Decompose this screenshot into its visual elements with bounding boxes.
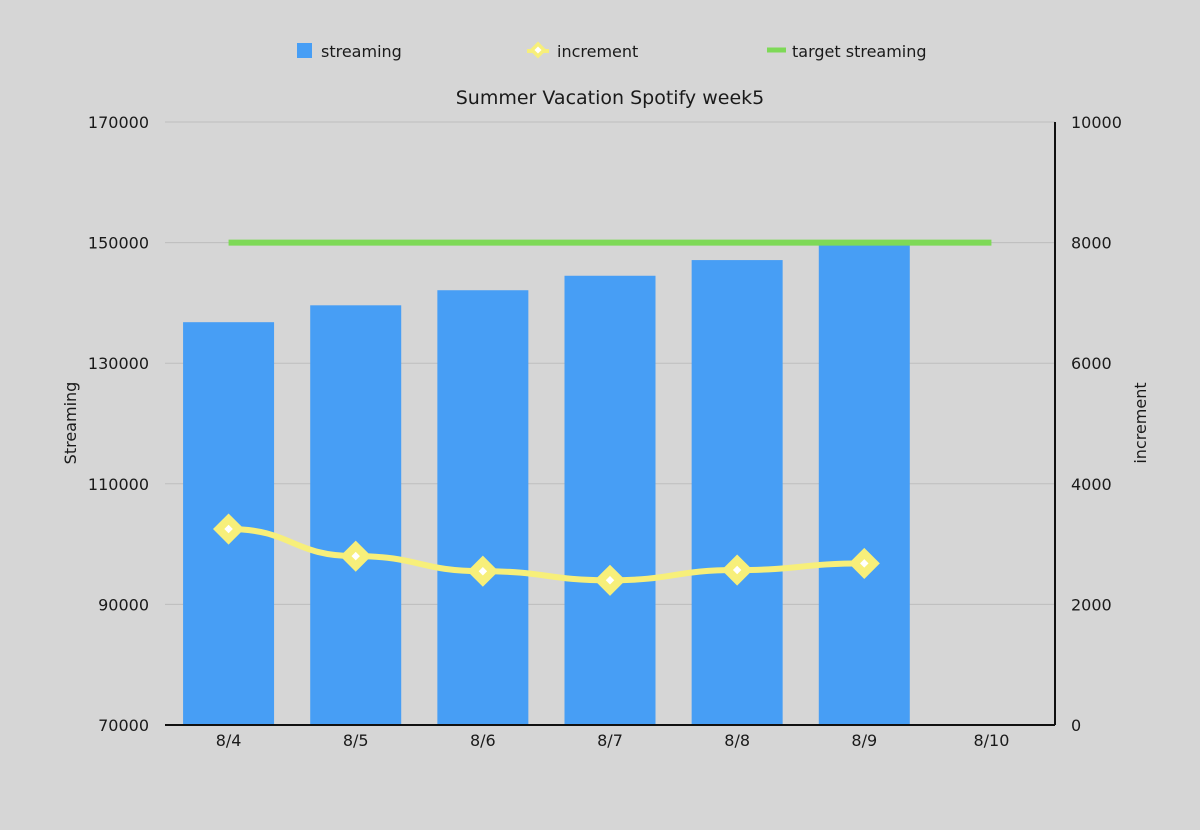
x-tick-label: 8/4 bbox=[216, 731, 242, 750]
y-tick-label-right: 2000 bbox=[1071, 595, 1112, 614]
y-axis-title-right: increment bbox=[1131, 382, 1150, 463]
x-tick-label: 8/8 bbox=[724, 731, 750, 750]
legend-swatch-streaming bbox=[297, 43, 312, 58]
y-tick-label-right: 0 bbox=[1071, 716, 1081, 735]
y-tick-label-left: 70000 bbox=[98, 716, 149, 735]
legend-swatch-increment-dot bbox=[534, 46, 542, 54]
bar bbox=[691, 260, 783, 725]
y-tick-label-left: 130000 bbox=[88, 354, 149, 373]
bar bbox=[818, 242, 910, 725]
increment-marker-center bbox=[732, 565, 742, 575]
y-tick-label-left: 150000 bbox=[88, 234, 149, 253]
x-tick-label: 8/6 bbox=[470, 731, 496, 750]
bar bbox=[310, 305, 402, 725]
x-tick-label: 8/7 bbox=[597, 731, 623, 750]
increment-marker-center bbox=[860, 559, 869, 568]
y-tick-label-right: 8000 bbox=[1071, 234, 1112, 253]
increment-marker-center bbox=[351, 551, 360, 561]
legend-label-target: target streaming bbox=[792, 42, 927, 61]
y-tick-label-right: 10000 bbox=[1071, 113, 1122, 132]
y-axis-title-left: Streaming bbox=[61, 382, 80, 465]
bar-series bbox=[183, 242, 910, 725]
bar bbox=[564, 275, 656, 725]
increment-point bbox=[340, 540, 372, 572]
chart-title: Summer Vacation Spotify week5 bbox=[456, 87, 764, 109]
increment-line bbox=[225, 526, 868, 584]
increment-marker-center bbox=[605, 576, 615, 585]
y-tick-label-left: 90000 bbox=[98, 595, 149, 614]
legend-label-streaming: streaming bbox=[321, 42, 402, 61]
y-tick-label-left: 110000 bbox=[88, 475, 149, 494]
x-tick-label: 8/10 bbox=[973, 731, 1009, 750]
legend-label-increment: increment bbox=[557, 42, 638, 61]
y-tick-label-right: 6000 bbox=[1071, 354, 1112, 373]
increment-point bbox=[467, 555, 499, 587]
legend: streaming increment target streaming bbox=[297, 41, 927, 61]
y-tick-label-left: 170000 bbox=[88, 113, 149, 132]
x-tick-label: 8/5 bbox=[343, 731, 369, 750]
axes: 70000 90000 110000 130000 150000 170000 0 2000 4… bbox=[88, 113, 1122, 750]
bar bbox=[437, 290, 529, 725]
x-tick-label: 8/9 bbox=[851, 731, 877, 750]
increment-marker-center bbox=[478, 566, 488, 576]
y-tick-label-right: 4000 bbox=[1071, 475, 1112, 494]
